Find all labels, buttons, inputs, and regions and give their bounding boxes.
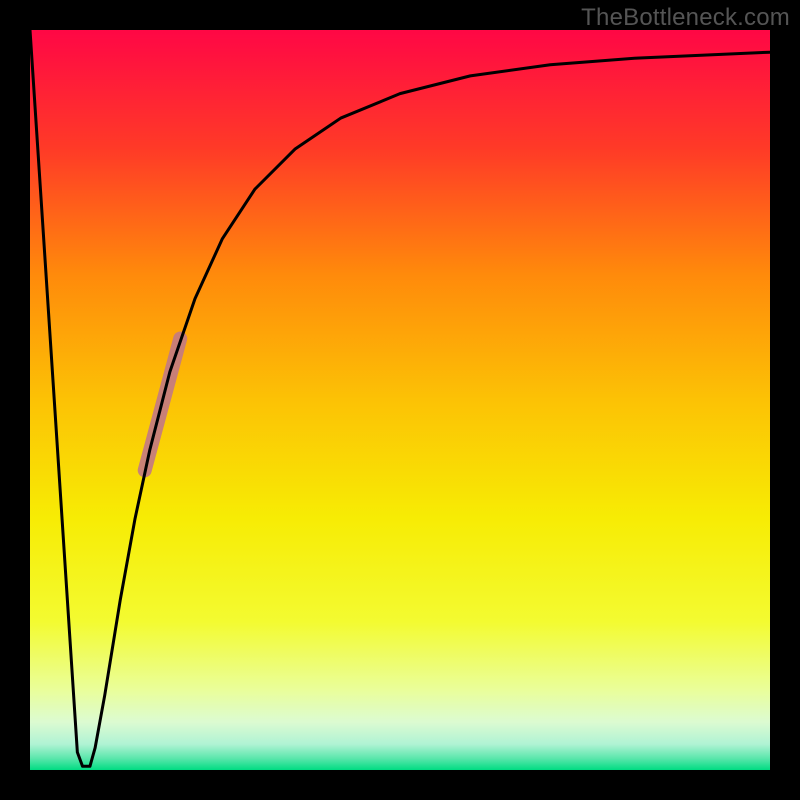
bottleneck-chart [0,0,800,800]
chart-background-gradient [30,30,770,770]
chart-stage: TheBottleneck.com [0,0,800,800]
watermark-text: TheBottleneck.com [581,4,790,32]
